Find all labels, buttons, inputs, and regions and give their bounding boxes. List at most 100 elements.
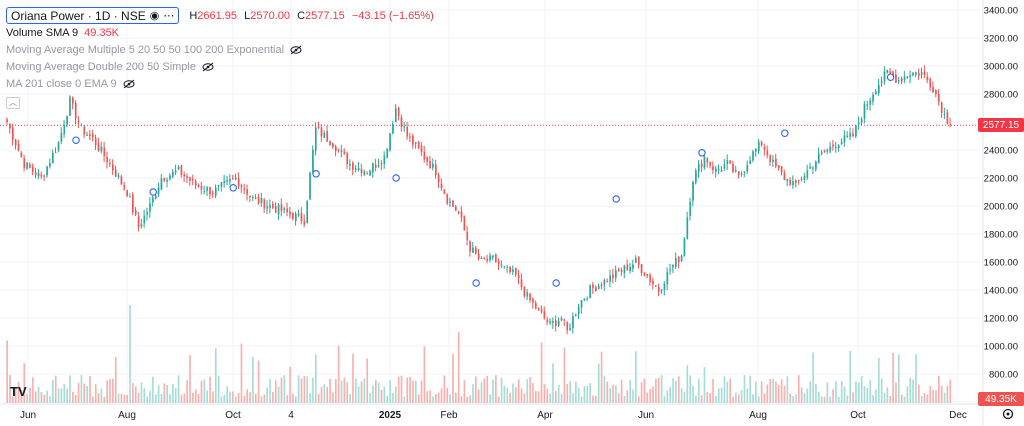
candle-body xyxy=(766,150,769,156)
volume-bar xyxy=(372,385,374,403)
candle-body xyxy=(283,208,286,210)
eye-icon[interactable]: ◉ xyxy=(149,10,160,22)
volume-bar xyxy=(260,396,263,403)
event-marker-icon[interactable] xyxy=(149,188,157,196)
event-marker-icon[interactable] xyxy=(781,129,789,137)
volume-bar xyxy=(320,386,323,403)
candle-body xyxy=(837,145,840,149)
indicator-ma-multiple[interactable]: Moving Average Multiple 5 20 50 50 100 2… xyxy=(6,41,438,58)
candle-body xyxy=(880,81,883,84)
candle-body xyxy=(380,162,383,165)
candle-body xyxy=(600,284,603,287)
candle-body xyxy=(314,127,317,151)
candle-body xyxy=(755,149,757,152)
event-marker-icon[interactable] xyxy=(698,149,706,157)
candle-body xyxy=(546,319,549,323)
volume-bar xyxy=(352,353,354,403)
event-marker-icon[interactable] xyxy=(229,184,237,192)
candle-body xyxy=(663,283,666,290)
volume-bar xyxy=(323,384,326,403)
candle-body xyxy=(174,170,177,173)
volume-bar xyxy=(826,382,829,403)
candle-body xyxy=(895,74,897,83)
volume-bar xyxy=(929,385,932,403)
indicator-ema[interactable]: MA 201 close 0 EMA 9 xyxy=(6,75,438,92)
volume-legend[interactable]: Volume SMA 9 49.35K xyxy=(6,26,120,39)
candle-body xyxy=(563,319,566,321)
volume-bar xyxy=(477,389,480,403)
candle-body xyxy=(112,164,114,171)
volume-bar xyxy=(129,305,131,403)
symbol-selector[interactable]: Oriana Power · 1D · NSE ◉ ⋯ xyxy=(6,7,180,24)
time-tick-label: Oct xyxy=(850,410,866,421)
candle-body xyxy=(629,267,632,272)
volume-bar xyxy=(832,389,834,403)
volume-bar xyxy=(437,392,440,403)
candle-body xyxy=(929,78,932,88)
volume-bar xyxy=(114,356,117,403)
event-marker-icon[interactable] xyxy=(72,136,80,144)
volume-bar xyxy=(166,384,169,403)
event-marker-icon[interactable] xyxy=(312,170,320,178)
volume-bar xyxy=(180,394,183,403)
event-marker-icon[interactable] xyxy=(552,279,560,287)
volume-bar xyxy=(263,394,266,403)
candle-body xyxy=(452,200,454,207)
volume-bar xyxy=(806,388,809,403)
volume-bar xyxy=(626,390,629,403)
volume-bar xyxy=(629,379,632,403)
candle-body xyxy=(720,170,723,172)
eye-hidden-icon[interactable] xyxy=(290,45,302,55)
candle-body xyxy=(832,144,834,147)
candle-body xyxy=(397,107,400,116)
volume-bar xyxy=(852,392,854,403)
eye-hidden-icon[interactable] xyxy=(202,62,214,72)
volume-bar xyxy=(615,385,617,403)
candle-body xyxy=(635,258,637,263)
candle-body xyxy=(360,169,363,173)
candle-body xyxy=(846,135,849,137)
volume-bar xyxy=(317,393,320,403)
volume-bar xyxy=(897,354,900,403)
candle-body xyxy=(552,321,554,323)
volume-bar xyxy=(797,375,800,403)
volume-bar xyxy=(83,383,86,403)
candle-body xyxy=(363,171,366,175)
volume-bar xyxy=(740,389,743,403)
volume-bar xyxy=(792,395,794,403)
candle-body xyxy=(918,72,920,76)
volume-bar xyxy=(420,380,423,403)
volume-bar xyxy=(452,353,454,403)
event-marker-icon[interactable] xyxy=(886,73,895,81)
indicator-ma-double[interactable]: Moving Average Double 200 50 Simple xyxy=(6,58,438,75)
volume-bar xyxy=(343,377,346,403)
event-marker-icon[interactable] xyxy=(612,195,620,203)
volume-bar xyxy=(414,380,417,403)
candle-body xyxy=(763,146,766,150)
volume-bar xyxy=(669,386,672,403)
candle-body xyxy=(294,213,297,222)
event-marker-icon[interactable] xyxy=(392,174,400,182)
tradingview-logo[interactable]: TV xyxy=(10,384,27,399)
chart-legend: Oriana Power · 1D · NSE ◉ ⋯ H2661.95 L25… xyxy=(6,7,438,109)
candle-body xyxy=(177,166,180,170)
volume-bar xyxy=(655,378,657,403)
candle-body xyxy=(203,191,206,193)
event-marker-icon[interactable] xyxy=(472,279,480,287)
candle-body xyxy=(535,303,537,309)
eye-hidden-icon[interactable] xyxy=(123,79,135,89)
candle-body xyxy=(526,292,529,297)
candle-body xyxy=(912,72,914,76)
volume-bar xyxy=(795,394,797,403)
candle-body xyxy=(414,142,417,144)
settings-gear-icon[interactable] xyxy=(1002,408,1014,420)
more-icon[interactable]: ⋯ xyxy=(163,10,175,22)
candle-body xyxy=(469,241,471,252)
volume-bar xyxy=(677,376,680,403)
candle-body xyxy=(460,211,463,218)
volume-bar xyxy=(57,388,60,403)
collapse-legend-chevron-icon[interactable]: ︿ xyxy=(6,96,20,109)
candle-body xyxy=(52,152,54,164)
candle-body xyxy=(20,152,23,157)
